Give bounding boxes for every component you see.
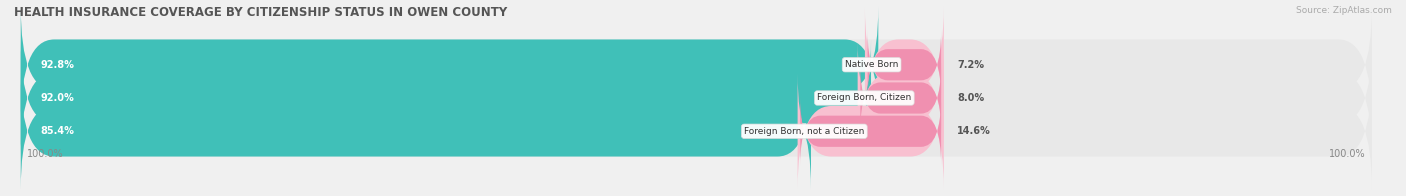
FancyBboxPatch shape — [21, 7, 1372, 123]
Text: 100.0%: 100.0% — [1329, 149, 1365, 159]
FancyBboxPatch shape — [868, 30, 941, 99]
FancyBboxPatch shape — [858, 40, 943, 156]
FancyBboxPatch shape — [21, 7, 879, 123]
FancyBboxPatch shape — [797, 73, 943, 189]
FancyBboxPatch shape — [21, 40, 1372, 156]
Text: Source: ZipAtlas.com: Source: ZipAtlas.com — [1296, 6, 1392, 15]
Text: 14.6%: 14.6% — [957, 126, 991, 136]
Text: Foreign Born, not a Citizen: Foreign Born, not a Citizen — [744, 127, 865, 136]
Text: 100.0%: 100.0% — [28, 149, 65, 159]
Text: HEALTH INSURANCE COVERAGE BY CITIZENSHIP STATUS IN OWEN COUNTY: HEALTH INSURANCE COVERAGE BY CITIZENSHIP… — [14, 6, 508, 19]
FancyBboxPatch shape — [800, 97, 941, 166]
FancyBboxPatch shape — [21, 73, 811, 189]
Text: 8.0%: 8.0% — [957, 93, 984, 103]
Text: 85.4%: 85.4% — [41, 126, 75, 136]
FancyBboxPatch shape — [21, 40, 872, 156]
Text: 92.0%: 92.0% — [41, 93, 75, 103]
FancyBboxPatch shape — [865, 7, 943, 123]
Text: Native Born: Native Born — [845, 60, 898, 69]
Text: 92.8%: 92.8% — [41, 60, 75, 70]
Text: 7.2%: 7.2% — [957, 60, 984, 70]
FancyBboxPatch shape — [860, 64, 941, 132]
Text: Foreign Born, Citizen: Foreign Born, Citizen — [817, 93, 911, 103]
FancyBboxPatch shape — [21, 73, 1372, 189]
